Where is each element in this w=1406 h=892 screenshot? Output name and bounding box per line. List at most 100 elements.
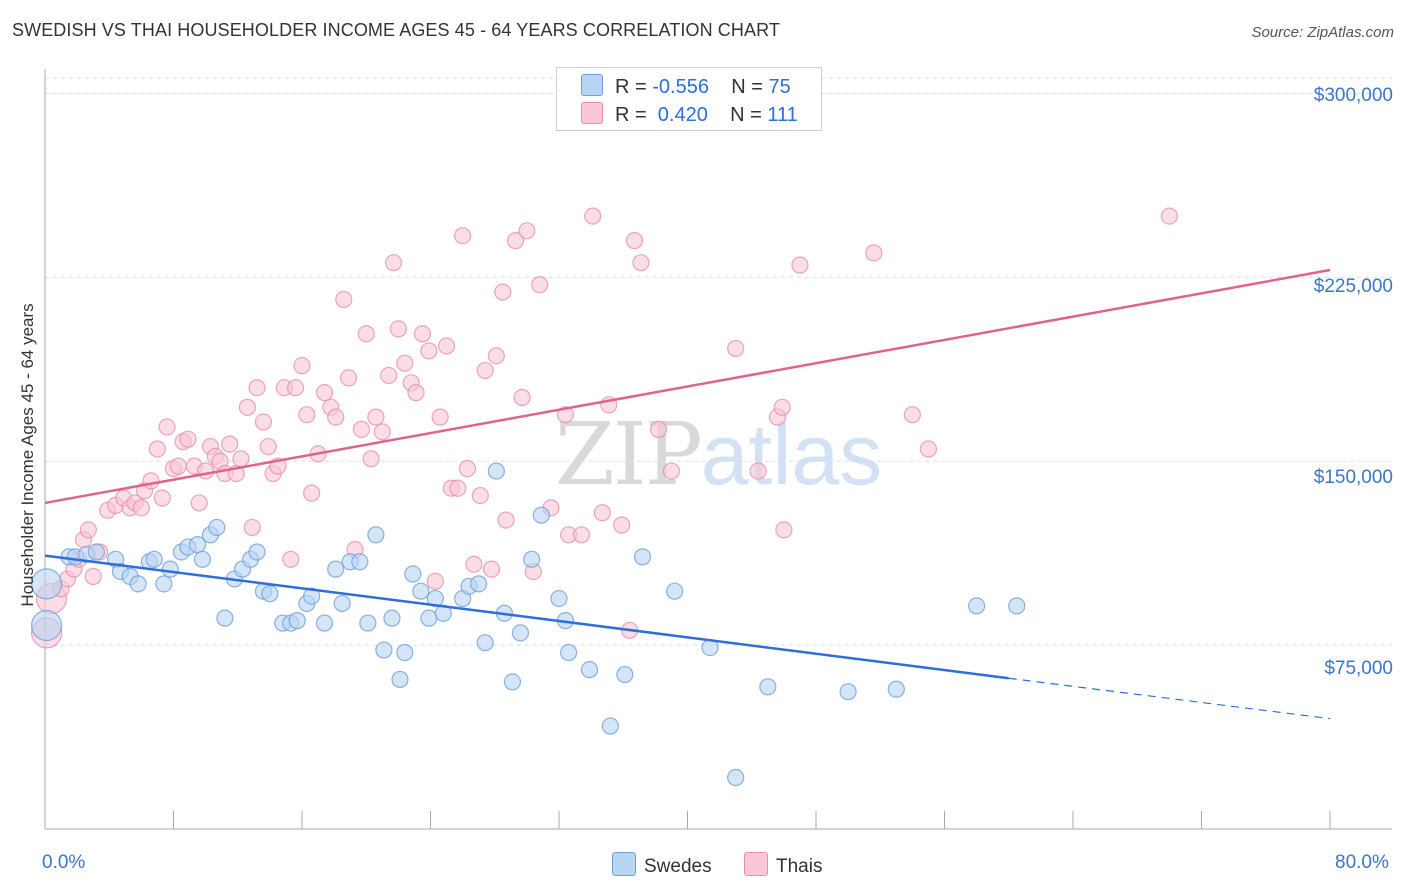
swedes-point (601, 717, 620, 735)
swedes-point (288, 612, 306, 630)
swedes-point (261, 585, 279, 603)
thais-swatch (744, 852, 768, 876)
x-tick-label-min: 0.0% (42, 852, 86, 873)
swedes-trend-extension (1008, 677, 1331, 720)
swedes-point (511, 624, 530, 642)
swedes-point (129, 575, 147, 593)
thais-point (449, 479, 467, 497)
thais-point (362, 450, 380, 468)
swedes-point (367, 526, 385, 544)
swedes-point (193, 550, 212, 568)
thais-point (919, 440, 938, 458)
thais-point (572, 526, 591, 544)
thais-point (773, 398, 791, 416)
legend-r-label: R = (615, 104, 653, 126)
thais-point (518, 222, 536, 240)
thais-point (413, 325, 432, 343)
thais-point (132, 499, 150, 517)
thais-point (865, 244, 883, 262)
swedes-point (420, 609, 438, 627)
thais-point (431, 408, 449, 426)
legend-n-value: 75 (768, 76, 791, 98)
thais-point (420, 342, 438, 360)
swedes-point (404, 565, 422, 583)
swedes-point (391, 670, 409, 689)
swedes-point (887, 680, 905, 698)
thais-point (221, 435, 239, 453)
thais-point (556, 406, 575, 424)
thais-point (148, 440, 167, 458)
thais-point (84, 567, 102, 586)
thais-points (31, 207, 1178, 649)
correlation-legend: R = -0.556 N = 75 R = 0.420 N = 111 (556, 67, 822, 131)
thais-point (232, 450, 250, 468)
thais-point (662, 462, 681, 480)
swedes-point (31, 609, 63, 642)
swedes-point (327, 560, 345, 578)
thais-point (352, 420, 371, 438)
x-tick-label-max: 80.0% (1335, 852, 1389, 873)
thais-point (426, 572, 444, 590)
thais-point (315, 384, 334, 402)
swedes-point (375, 641, 393, 659)
swedes-point (333, 594, 351, 613)
thais-point (632, 254, 650, 272)
y-tick-label: $150,000 (1313, 467, 1393, 488)
thais-point (593, 504, 611, 522)
thais-point (497, 511, 515, 529)
thais-point (389, 320, 407, 338)
swedes-point (31, 568, 63, 600)
thais-point (243, 518, 261, 537)
swedes-point (580, 661, 599, 679)
swedes-point (523, 550, 541, 568)
swedes-point (532, 506, 550, 524)
swedes-point (155, 575, 173, 593)
thais-point (190, 494, 208, 512)
axes (44, 69, 1392, 830)
thais-trend-line (44, 268, 1331, 505)
legend-r-value: 0.420 (652, 104, 708, 126)
swedes-point (412, 582, 430, 600)
thais-point (471, 486, 489, 505)
thais-point (79, 521, 97, 539)
swedes-point (216, 609, 234, 627)
thais-point (507, 232, 525, 250)
thais-point (303, 484, 321, 502)
thais-point (293, 357, 311, 375)
thais-point (407, 384, 425, 402)
swedes-point (315, 614, 334, 632)
thais-point (335, 290, 353, 309)
thais-point (153, 489, 171, 507)
thais-point (254, 413, 273, 431)
thais-point (903, 406, 921, 424)
thais-point (458, 460, 477, 478)
source-label: Source: ZipAtlas.com (1251, 24, 1394, 41)
legend-r-value: -0.556 (652, 76, 709, 98)
legend-r-label: R = (615, 76, 653, 98)
legend-n-label: N = (730, 104, 768, 126)
page-title: SWEDISH VS THAI HOUSEHOLDER INCOME AGES … (12, 20, 780, 40)
legend-item-thais: Thais (744, 852, 822, 878)
swedes-point (503, 673, 522, 691)
y-tick-label: $300,000 (1313, 85, 1393, 106)
legend-row-thais: R = 0.420 N = 111 (581, 102, 798, 128)
legend-label-thais: Thais (776, 856, 823, 877)
swedes-swatch (612, 852, 636, 876)
thais-point (396, 354, 414, 372)
thais-swatch (581, 102, 603, 124)
legend-item-swedes: Swedes (612, 852, 712, 878)
swedes-point (666, 582, 684, 600)
thais-point (384, 254, 403, 272)
legend-label-swedes: Swedes (644, 856, 712, 877)
thais-point (494, 283, 512, 301)
swedes-point (303, 587, 321, 605)
thais-point (380, 366, 398, 385)
watermark-atlas: atlas (700, 407, 883, 503)
thais-point (482, 560, 501, 578)
swedes-point (633, 548, 652, 566)
y-tick-label: $225,000 (1313, 276, 1393, 297)
thais-point (749, 462, 767, 480)
swedes-point (87, 543, 106, 561)
thais-point (454, 227, 472, 245)
